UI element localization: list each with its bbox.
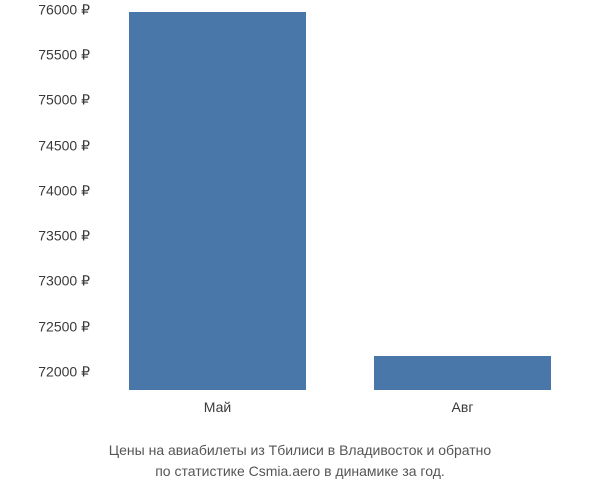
- y-tick-label: 73500 ₽: [38, 228, 90, 245]
- bar: [129, 12, 305, 390]
- y-tick-label: 75000 ₽: [38, 92, 90, 109]
- caption-line-1: Цены на авиабилеты из Тбилиси в Владивос…: [109, 442, 491, 458]
- chart-caption: Цены на авиабилеты из Тбилиси в Владивос…: [0, 440, 600, 482]
- y-tick-label: 74500 ₽: [38, 137, 90, 154]
- chart-plot-area: [95, 10, 585, 390]
- x-tick-label: Май: [204, 399, 231, 415]
- x-tick-label: Авг: [452, 399, 474, 415]
- y-axis: 72000 ₽ 72500 ₽ 73000 ₽ 73500 ₽ 74000 ₽ 74500…: [10, 10, 90, 390]
- x-axis: Май Авг: [95, 395, 585, 425]
- caption-line-2: по статистике Csmia.aero в динамике за г…: [155, 463, 445, 479]
- y-tick-label: 72500 ₽: [38, 318, 90, 335]
- bars-container: [95, 10, 585, 390]
- y-tick-label: 76000 ₽: [38, 2, 90, 19]
- y-tick-label: 73000 ₽: [38, 273, 90, 290]
- bar: [374, 356, 550, 390]
- y-tick-label: 75500 ₽: [38, 47, 90, 64]
- y-tick-label: 74000 ₽: [38, 182, 90, 199]
- y-tick-label: 72000 ₽: [38, 363, 90, 380]
